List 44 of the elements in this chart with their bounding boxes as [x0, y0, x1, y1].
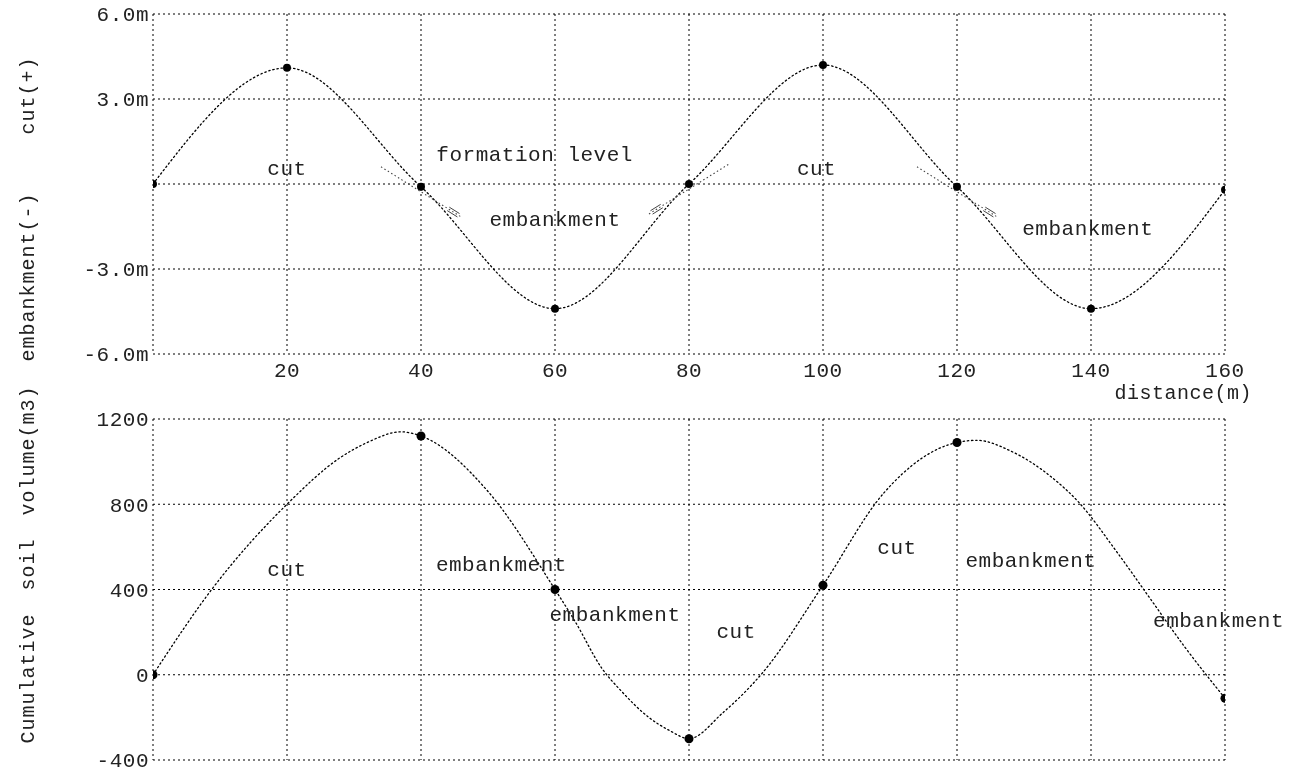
- point: [550, 584, 560, 595]
- point: [417, 182, 425, 191]
- annotation: cut: [267, 558, 307, 582]
- annotation: embankment: [489, 209, 621, 233]
- x-tick-label: 160: [1205, 359, 1245, 383]
- y-tick-label: 6.0m: [96, 4, 149, 28]
- y-tick-label: 400: [109, 579, 149, 603]
- x-tick-label: 60: [541, 359, 569, 383]
- x-tick-label: 40: [407, 359, 435, 383]
- annotation: embankment: [435, 554, 567, 578]
- y-tick-label: -400: [96, 750, 149, 774]
- annotation: cut: [796, 158, 837, 182]
- y-tick-label: 0: [135, 665, 149, 689]
- point: [953, 182, 961, 191]
- y-tick-label: 800: [109, 494, 149, 518]
- annotation: formation level: [436, 144, 633, 168]
- x-axis-title: distance(m): [1114, 382, 1252, 405]
- y-tick-label: -6.0m: [83, 344, 149, 368]
- x-tick-label: 100: [803, 359, 843, 383]
- annotation: cut: [267, 158, 307, 182]
- y-axis-title: Cumulative soil volume(m3): [16, 385, 40, 744]
- y-tick-label: 1200: [96, 409, 149, 433]
- point: [685, 180, 693, 188]
- point: [283, 63, 291, 72]
- annotation: embankment: [1022, 217, 1154, 241]
- annotation: cut: [716, 620, 756, 644]
- y-tick-label: 3.0m: [96, 89, 149, 113]
- annotation: cut: [877, 537, 917, 561]
- annotation: embankment: [1153, 610, 1285, 634]
- point: [819, 61, 827, 69]
- x-tick-label: 120: [937, 359, 977, 383]
- annotation: embankment: [965, 550, 1097, 574]
- x-tick-label: 140: [1071, 359, 1111, 383]
- point: [684, 734, 694, 744]
- point: [818, 580, 828, 590]
- point: [952, 437, 962, 447]
- y-tick-label: -3.0m: [83, 259, 149, 283]
- x-tick-label: 80: [675, 359, 703, 383]
- x-tick-label: 20: [273, 359, 301, 383]
- point: [1087, 304, 1095, 313]
- annotation: embankment: [549, 603, 681, 627]
- point: [551, 304, 559, 313]
- point: [416, 431, 426, 441]
- y-axis-title: embankment(-) cut(+): [16, 56, 40, 362]
